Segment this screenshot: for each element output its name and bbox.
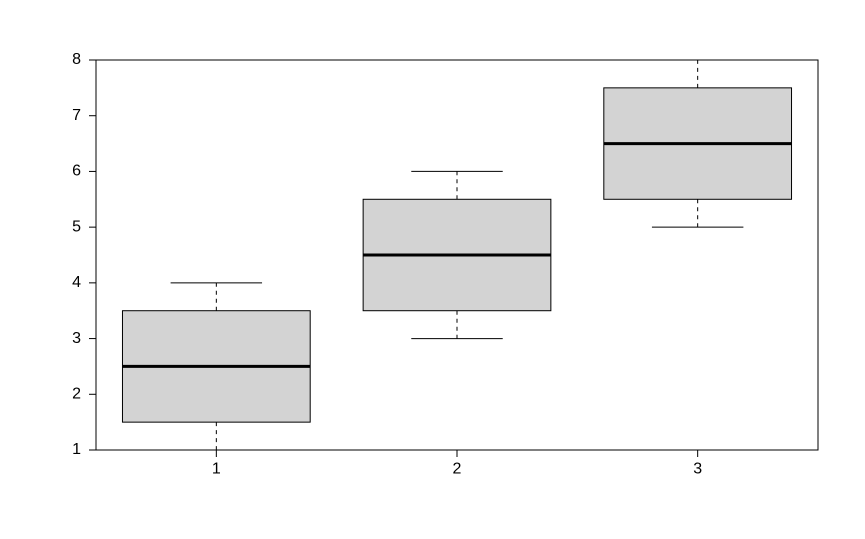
y-tick-label: 7 (72, 107, 81, 124)
y-tick-label: 5 (72, 218, 81, 235)
y-tick-label: 4 (72, 274, 81, 291)
y-tick-label: 2 (72, 386, 81, 403)
chart-svg: 1 2 3 4 5 6 7 8 1 2 3 (0, 0, 865, 539)
y-tick-label: 6 (72, 163, 81, 180)
x-tick-label: 1 (212, 460, 221, 477)
x-tick-label: 2 (453, 460, 462, 477)
y-tick-label: 3 (72, 330, 81, 347)
y-tick-label: 8 (72, 51, 81, 68)
y-tick-label: 1 (72, 441, 81, 458)
boxplot-chart: 1 2 3 4 5 6 7 8 1 2 3 (0, 0, 865, 539)
x-tick-label: 3 (693, 460, 702, 477)
